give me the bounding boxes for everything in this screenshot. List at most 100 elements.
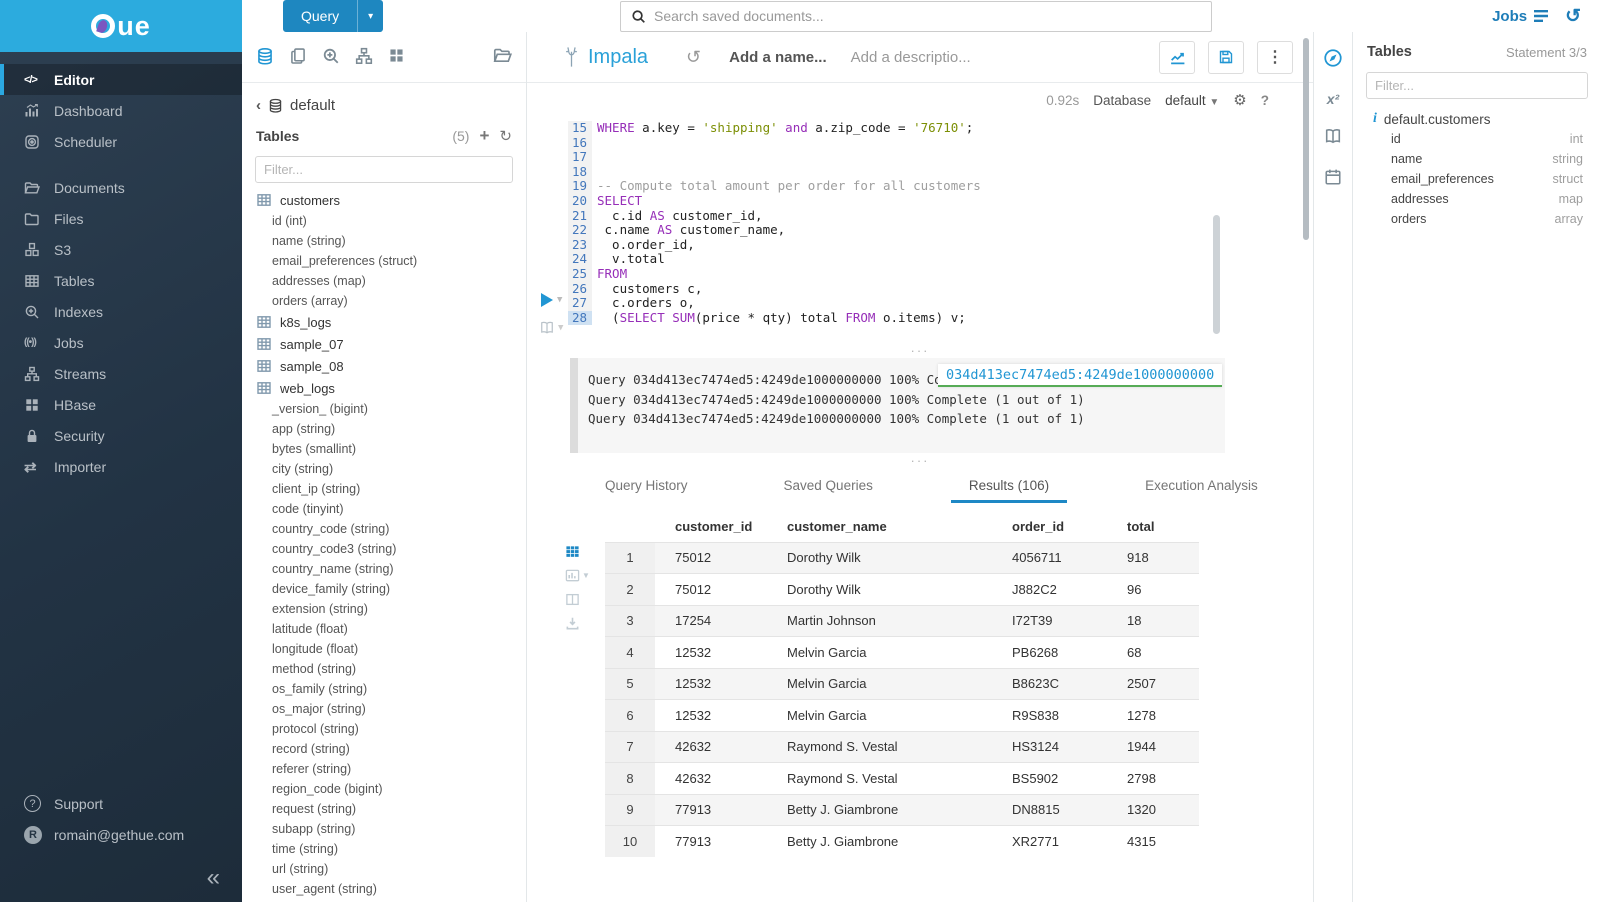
result-row-4[interactable]: 412532Melvin GarciaPB626868 bbox=[605, 637, 1199, 669]
sidebar-collapse-button[interactable]: « bbox=[0, 864, 242, 892]
tables-filter-input[interactable] bbox=[255, 156, 513, 183]
bar-chart-icon[interactable]: ▼ bbox=[565, 568, 603, 583]
tab-saved-queries[interactable]: Saved Queries bbox=[766, 478, 891, 503]
sidebar-item-importer[interactable]: ⇄Importer bbox=[0, 451, 242, 482]
search-input[interactable] bbox=[654, 8, 1201, 24]
sidebar-item-indexes[interactable]: Indexes bbox=[0, 296, 242, 327]
column-item[interactable]: os_major (string) bbox=[242, 699, 526, 719]
back-chevron-icon[interactable]: ‹ bbox=[256, 97, 261, 114]
jobs-link[interactable]: Jobs bbox=[1492, 8, 1549, 25]
column-item[interactable]: country_name (string) bbox=[242, 559, 526, 579]
column-item[interactable]: protocol (string) bbox=[242, 719, 526, 739]
folder-open-icon[interactable] bbox=[493, 46, 512, 68]
refresh-tables-button[interactable]: ↻ bbox=[499, 127, 512, 145]
column-item[interactable]: referer (string) bbox=[242, 759, 526, 779]
table-item-k8s_logs[interactable]: k8s_logs bbox=[242, 311, 526, 333]
sidebar-item-streams[interactable]: Streams bbox=[0, 358, 242, 389]
column-item[interactable]: city (string) bbox=[242, 459, 526, 479]
column-item[interactable]: id (int) bbox=[242, 211, 526, 231]
sidebar-item-user[interactable]: Rromain@gethue.com bbox=[0, 819, 242, 850]
assist-filter-input[interactable] bbox=[1366, 72, 1588, 99]
column-item[interactable]: device_family (string) bbox=[242, 579, 526, 599]
log-scrollbar[interactable] bbox=[570, 358, 578, 453]
sidebar-item-files[interactable]: Files bbox=[0, 203, 242, 234]
page-scrollbar[interactable] bbox=[1303, 38, 1309, 240]
results-col-total[interactable]: total bbox=[1107, 512, 1199, 542]
sidebar-item-jobs[interactable]: ((•))Jobs bbox=[0, 327, 242, 358]
more-actions-button[interactable]: ⋮ bbox=[1257, 41, 1293, 74]
column-item[interactable]: extension (string) bbox=[242, 599, 526, 619]
column-item[interactable]: code (tinyint) bbox=[242, 499, 526, 519]
column-item[interactable]: name (string) bbox=[242, 231, 526, 251]
column-item[interactable]: email_preferences (struct) bbox=[242, 251, 526, 271]
save-button[interactable] bbox=[1208, 41, 1244, 74]
column-item[interactable]: time (string) bbox=[242, 839, 526, 859]
result-row-9[interactable]: 977913Betty J. GiambroneDN88151320 bbox=[605, 794, 1199, 826]
sidebar-item-documents[interactable]: Documents bbox=[0, 172, 242, 203]
column-item[interactable]: user_agent (string) bbox=[242, 879, 526, 899]
editor-history-icon[interactable]: ↺ bbox=[686, 47, 701, 68]
results-col-customer_id[interactable]: customer_id bbox=[655, 512, 767, 542]
grid3-icon[interactable] bbox=[565, 544, 603, 559]
column-item[interactable]: record (string) bbox=[242, 739, 526, 759]
sidebar-item-support[interactable]: ?Support bbox=[0, 788, 242, 819]
sidebar-item-security[interactable]: Security bbox=[0, 420, 242, 451]
column-item[interactable]: latitude (float) bbox=[242, 619, 526, 639]
result-row-2[interactable]: 275012Dorothy WilkJ882C296 bbox=[605, 574, 1199, 606]
column-item[interactable]: url (string) bbox=[242, 859, 526, 879]
functions-icon[interactable]: x² bbox=[1327, 91, 1339, 107]
grid-icon[interactable] bbox=[388, 47, 405, 67]
query-history-icon[interactable]: ↺ bbox=[1565, 5, 1581, 28]
query-id-tooltip[interactable]: 034d413ec7474ed5:4249de1000000000 bbox=[938, 364, 1222, 387]
sidebar-item-s3[interactable]: S3 bbox=[0, 234, 242, 265]
column-item[interactable]: method (string) bbox=[242, 659, 526, 679]
column-item[interactable]: bytes (smallint) bbox=[242, 439, 526, 459]
engine-selector[interactable]: Impala bbox=[563, 46, 648, 69]
tab-execution-analysis[interactable]: Execution Analysis bbox=[1127, 478, 1276, 503]
assist-column-name[interactable]: namestring bbox=[1353, 149, 1601, 169]
assist-column-addresses[interactable]: addressesmap bbox=[1353, 189, 1601, 209]
compass-icon[interactable] bbox=[1323, 48, 1343, 71]
query-name-input[interactable]: Add a name... bbox=[729, 49, 827, 66]
new-query-button[interactable]: Query ▾ bbox=[283, 0, 383, 32]
result-row-7[interactable]: 742632Raymond S. VestalHS31241944 bbox=[605, 731, 1199, 763]
result-row-1[interactable]: 175012Dorothy Wilk4056711918 bbox=[605, 542, 1199, 574]
table-item-sample_08[interactable]: sample_08 bbox=[242, 355, 526, 377]
resize-grip-bottom[interactable]: ··· bbox=[527, 453, 1313, 468]
format-query-button[interactable]: ▼ bbox=[539, 320, 563, 335]
results-col-customer_name[interactable]: customer_name bbox=[767, 512, 992, 542]
columns-icon[interactable] bbox=[565, 592, 603, 607]
sidebar-item-hbase[interactable]: HBase bbox=[0, 389, 242, 420]
database-icon[interactable] bbox=[256, 47, 274, 68]
column-item[interactable]: subapp (string) bbox=[242, 819, 526, 839]
table-item-customers[interactable]: customers bbox=[242, 189, 526, 211]
chart-button[interactable] bbox=[1159, 41, 1195, 74]
column-item[interactable]: country_code (string) bbox=[242, 519, 526, 539]
column-item[interactable]: region_code (bigint) bbox=[242, 779, 526, 799]
result-row-6[interactable]: 612532Melvin GarciaR9S8381278 bbox=[605, 700, 1199, 732]
copy-icon[interactable] bbox=[289, 47, 307, 68]
help-icon[interactable]: ? bbox=[1261, 93, 1269, 108]
download-icon[interactable] bbox=[565, 616, 603, 631]
settings-gear-icon[interactable]: ⚙ bbox=[1233, 91, 1246, 109]
resize-grip-top[interactable]: ··· bbox=[527, 343, 1313, 358]
zoom-in-icon[interactable] bbox=[322, 47, 340, 68]
assist-column-orders[interactable]: ordersarray bbox=[1353, 209, 1601, 229]
result-row-5[interactable]: 512532Melvin GarciaB8623C2507 bbox=[605, 668, 1199, 700]
assist-table-row[interactable]: i default.customers bbox=[1353, 105, 1601, 129]
assist-column-email_preferences[interactable]: email_preferencesstruct bbox=[1353, 169, 1601, 189]
sitemap-icon[interactable] bbox=[355, 47, 373, 68]
query-description-input[interactable]: Add a descriptio... bbox=[851, 49, 971, 66]
code-scrollbar[interactable] bbox=[1213, 215, 1220, 334]
run-query-button[interactable]: ▼ bbox=[541, 293, 562, 307]
column-item[interactable]: addresses (map) bbox=[242, 271, 526, 291]
database-select[interactable]: default ▼ bbox=[1165, 93, 1219, 108]
query-dropdown-caret-icon[interactable]: ▾ bbox=[357, 0, 383, 32]
column-item[interactable]: app (string) bbox=[242, 419, 526, 439]
sidebar-item-scheduler[interactable]: Scheduler bbox=[0, 126, 242, 157]
column-item[interactable]: client_ip (string) bbox=[242, 479, 526, 499]
hue-logo[interactable]: ue bbox=[0, 0, 242, 52]
result-row-8[interactable]: 842632Raymond S. VestalBS59022798 bbox=[605, 763, 1199, 795]
sidebar-item-tables[interactable]: Tables bbox=[0, 265, 242, 296]
column-item[interactable]: country_code3 (string) bbox=[242, 539, 526, 559]
